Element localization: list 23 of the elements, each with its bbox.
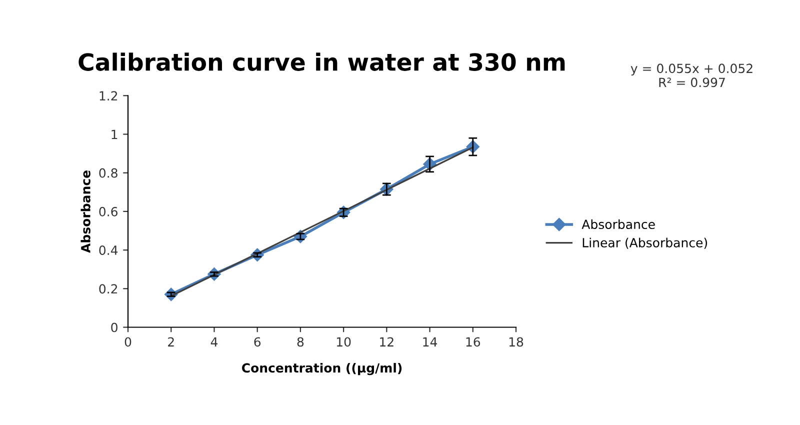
- y-tick-label: 0.2: [99, 284, 118, 294]
- chart-title: Calibration curve in water at 330 nm: [78, 52, 565, 71]
- x-tick-label: 2: [168, 337, 174, 346]
- x-tick-label: 4: [210, 337, 218, 346]
- x-tick-label: 12: [380, 337, 394, 346]
- legend-label: Absorbance: [582, 219, 655, 230]
- y-tick-label: 0: [111, 322, 118, 332]
- legend-label: Linear (Absorbance): [582, 238, 708, 249]
- x-tick-label: 16: [466, 337, 480, 347]
- x-tick-label: 8: [297, 337, 304, 347]
- y-tick-label: 1.2: [100, 91, 118, 100]
- x-axis-title: Concentration ((µg/ml): [242, 362, 402, 376]
- y-axis-title: Absorbance: [80, 170, 90, 253]
- x-tick-label: 18: [509, 337, 524, 347]
- x-tick-label: 10: [336, 337, 351, 347]
- y-tick-label: 1: [112, 130, 118, 139]
- y-tick-label: 0.4: [99, 246, 118, 255]
- x-tick-label: 0: [124, 337, 132, 347]
- text: y = 0.055x + 0.052 R² = 0.997: [630, 64, 752, 88]
- x-tick-label: 14: [423, 337, 438, 346]
- x-tick-label: 6: [254, 337, 261, 347]
- y-tick-label: 0.6: [99, 206, 118, 216]
- y-tick-label: 0.8: [99, 168, 118, 178]
